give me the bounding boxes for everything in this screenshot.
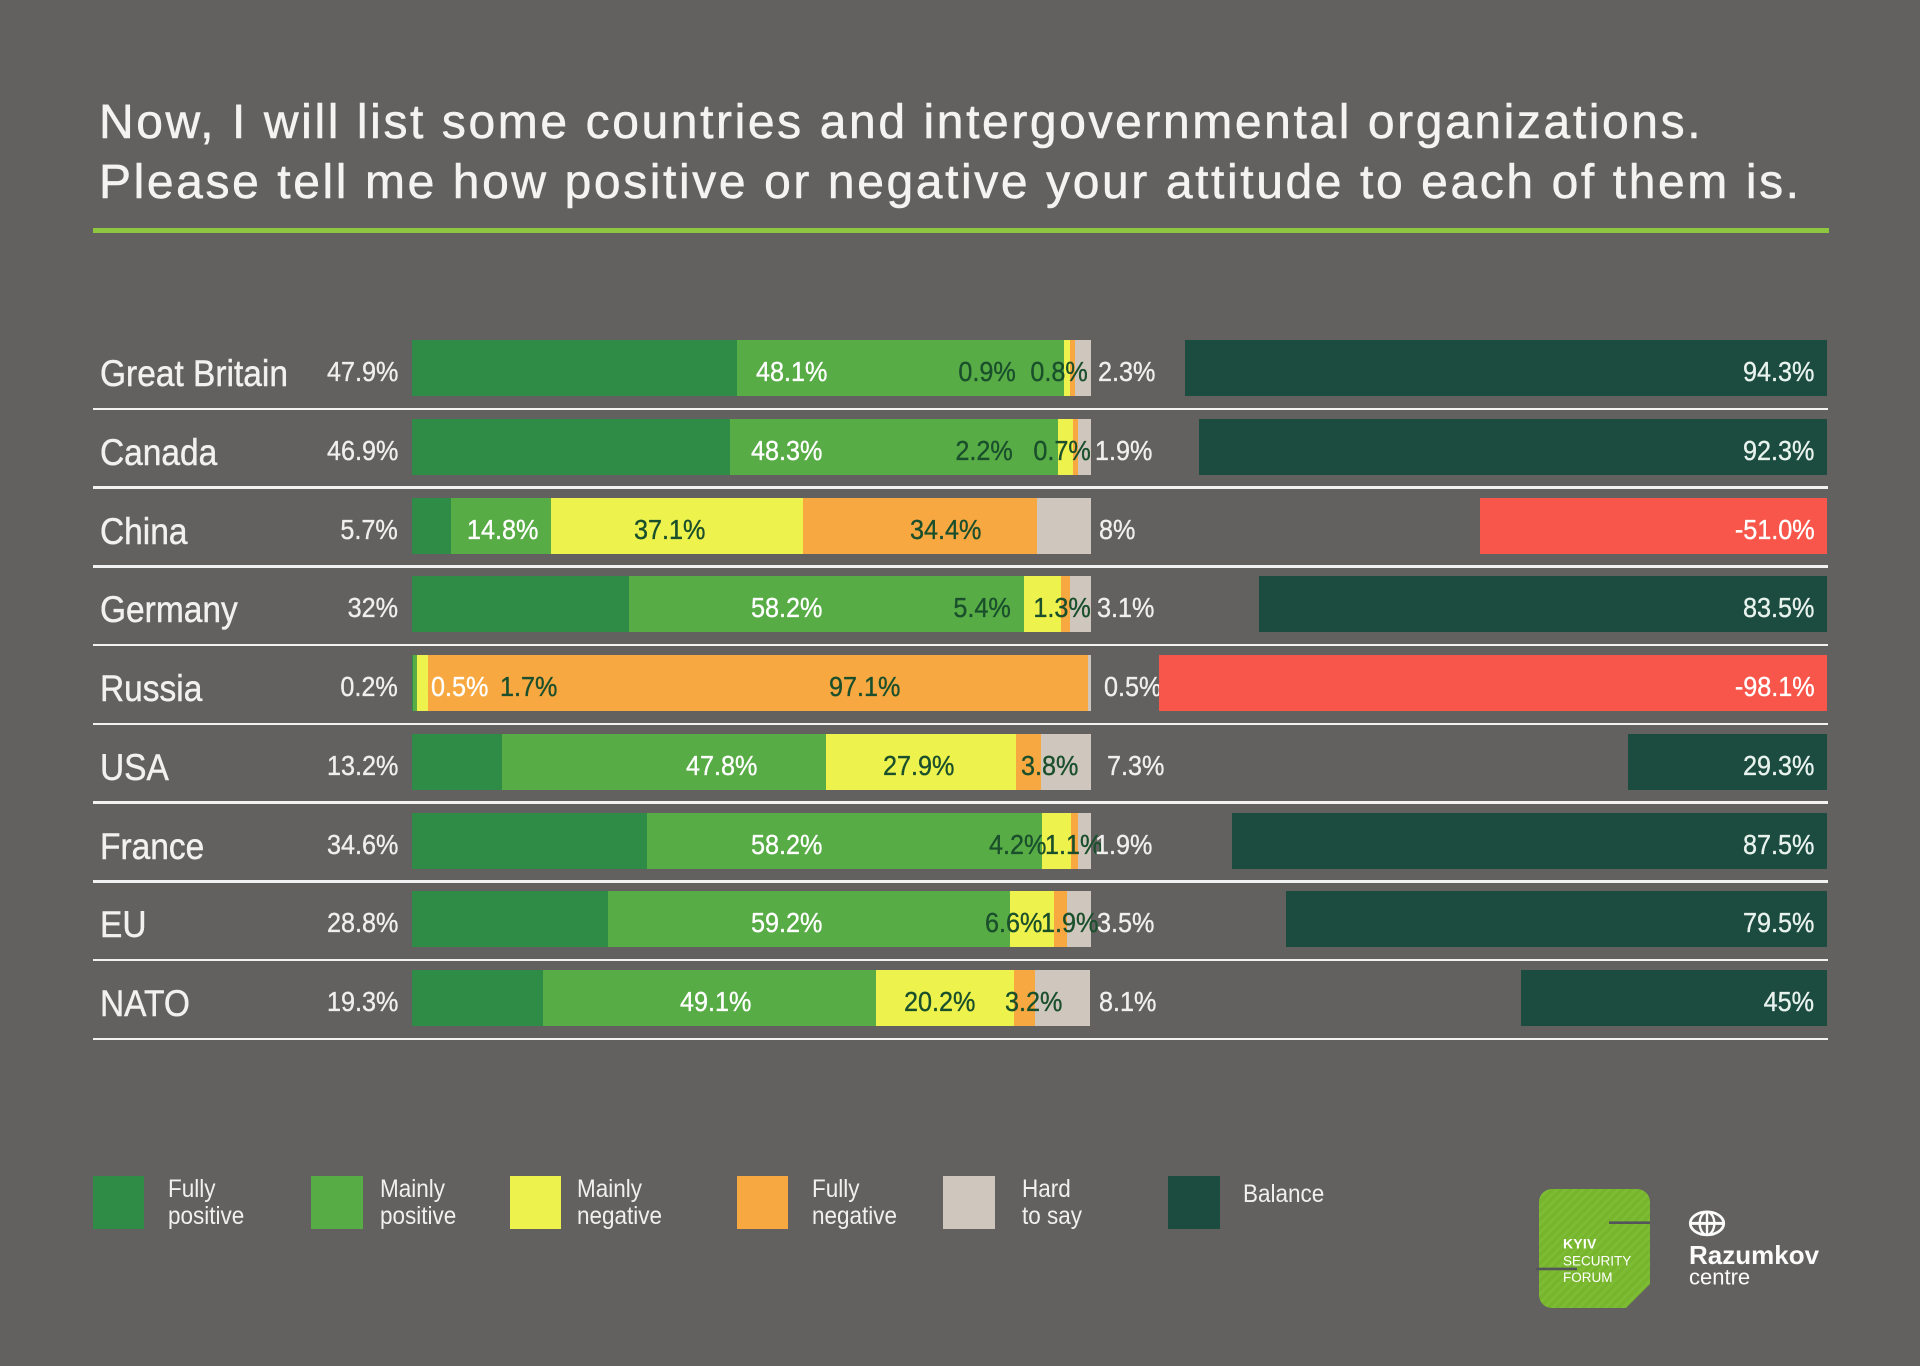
svg-text:SECURITY: SECURITY: [1563, 1254, 1631, 1269]
svg-text:KYIV: KYIV: [1563, 1236, 1597, 1252]
svg-text:Razumkov: Razumkov: [1689, 1240, 1820, 1270]
svg-text:FORUM: FORUM: [1563, 1270, 1613, 1285]
svg-text:centre: centre: [1689, 1264, 1750, 1289]
